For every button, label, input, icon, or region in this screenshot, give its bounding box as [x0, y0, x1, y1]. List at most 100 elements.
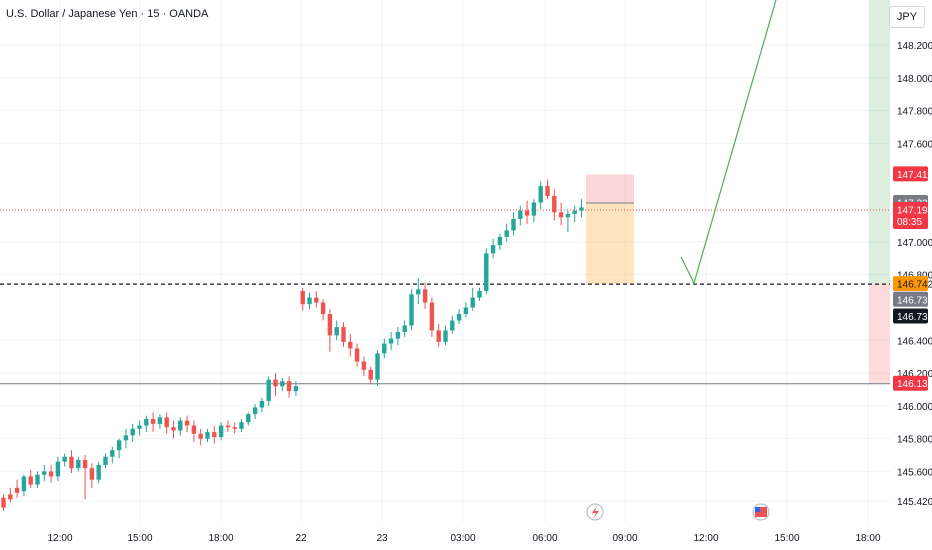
candle-body[interactable] [552, 195, 557, 213]
candle-body[interactable] [409, 294, 414, 326]
candle-body[interactable] [266, 379, 271, 401]
candle-body[interactable] [348, 341, 353, 349]
candle-body[interactable] [225, 425, 231, 428]
candle-body[interactable] [463, 307, 469, 315]
candle-body[interactable] [504, 230, 509, 237]
candle-body[interactable] [314, 297, 319, 303]
last-price-tag-bg [893, 202, 928, 230]
candle-body[interactable] [382, 343, 387, 354]
candle-body[interactable] [286, 381, 292, 392]
candle-body[interactable] [28, 476, 33, 485]
candle-body[interactable] [307, 297, 312, 305]
candle-body[interactable] [89, 468, 95, 480]
candle-body[interactable] [62, 456, 67, 462]
candle-body[interactable] [477, 291, 482, 298]
x-tick-label: 12:00 [47, 533, 72, 544]
candle-body[interactable] [293, 386, 299, 392]
candle-body[interactable] [35, 474, 40, 485]
candle-body[interactable] [395, 332, 401, 339]
candle-body[interactable] [130, 428, 135, 436]
candle-body[interactable] [341, 327, 346, 342]
candle-body[interactable] [497, 236, 503, 246]
candle-body[interactable] [103, 456, 108, 465]
candle-body[interactable] [375, 353, 380, 380]
candle-body[interactable] [416, 289, 421, 295]
candle-body[interactable] [96, 464, 101, 480]
candle-body[interactable] [205, 432, 210, 439]
candle-body[interactable] [76, 459, 81, 469]
flag-canton [755, 507, 760, 512]
candle-body[interactable] [545, 186, 550, 196]
candle-body[interactable] [246, 414, 251, 423]
candle-body[interactable] [137, 425, 142, 429]
candle-body[interactable] [21, 476, 27, 492]
candle-body[interactable] [184, 420, 190, 426]
candle-body[interactable] [572, 210, 577, 214]
candle-body[interactable] [150, 418, 156, 424]
position-target-zone[interactable] [586, 202, 634, 285]
candle-body[interactable] [436, 330, 441, 342]
candle-body[interactable] [178, 420, 183, 431]
candle-body[interactable] [327, 314, 333, 336]
candle-body[interactable] [450, 320, 455, 331]
stop-price-tag-bg [893, 166, 928, 182]
candle-body[interactable] [579, 207, 584, 211]
candle-body[interactable] [511, 218, 516, 231]
candle-body[interactable] [218, 425, 224, 438]
candle-body[interactable] [191, 425, 197, 434]
candle-body[interactable] [239, 422, 244, 429]
projection-arrow[interactable] [680, 0, 777, 285]
candle-body[interactable] [518, 210, 523, 219]
candle-body[interactable] [443, 330, 448, 342]
candle-body[interactable] [524, 210, 530, 216]
candle-body[interactable] [144, 418, 149, 426]
position-stop-zone[interactable] [586, 174, 634, 203]
candle-body[interactable] [171, 427, 176, 431]
bid-price-tag: 146.734 [897, 312, 932, 323]
candle-body[interactable] [300, 291, 305, 305]
candle-body[interactable] [402, 325, 407, 333]
candle-body[interactable] [82, 459, 88, 469]
candle-body[interactable] [565, 213, 571, 218]
candle-body[interactable] [259, 400, 265, 408]
candle-body[interactable] [280, 381, 285, 387]
candle-body[interactable] [123, 435, 129, 441]
candle-body[interactable] [456, 314, 462, 321]
candle-body[interactable] [273, 379, 278, 387]
candle-body[interactable] [320, 302, 326, 315]
candle-body[interactable] [531, 202, 537, 216]
candle-body[interactable] [558, 212, 564, 218]
candle-body[interactable] [42, 471, 47, 475]
candle-body[interactable] [388, 338, 394, 344]
candle-body[interactable] [354, 348, 360, 362]
candle-body[interactable] [429, 302, 435, 331]
candle-body[interactable] [8, 494, 13, 500]
x-tick-label: 22 [295, 533, 307, 544]
candle-body[interactable] [232, 427, 237, 429]
candle-body[interactable] [69, 456, 74, 469]
currency-button[interactable]: JPY [889, 6, 925, 28]
y-tick-label: 146.200 [897, 369, 932, 380]
candle-body[interactable] [490, 245, 496, 254]
candle-body[interactable] [484, 253, 489, 292]
candle-body[interactable] [252, 407, 258, 415]
candle-body[interactable] [422, 289, 428, 303]
candle-body[interactable] [361, 361, 367, 370]
candle-body[interactable] [212, 432, 217, 438]
candle-body[interactable] [48, 471, 54, 477]
candle-body[interactable] [116, 440, 122, 451]
y-tick-label: 145.600 [897, 467, 932, 478]
candle-body[interactable] [538, 186, 543, 203]
candle-body[interactable] [55, 461, 61, 477]
candle-body[interactable] [368, 369, 373, 380]
candle-body[interactable] [198, 433, 203, 439]
candle-body[interactable] [14, 487, 20, 493]
candle-body[interactable] [470, 297, 475, 308]
candle-body[interactable] [157, 417, 163, 424]
candle-body[interactable] [1, 497, 6, 508]
candle-body[interactable] [334, 327, 339, 336]
candle-body[interactable] [110, 450, 115, 457]
price-axis[interactable] [890, 0, 932, 550]
candle-body[interactable] [164, 417, 169, 428]
